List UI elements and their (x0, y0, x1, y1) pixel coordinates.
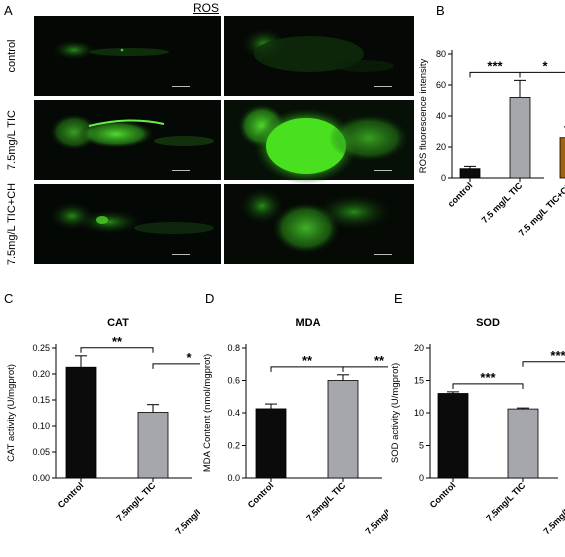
sig-label-c-1: * (186, 350, 192, 365)
y-tick-label-d-3: 0.6 (227, 376, 240, 386)
y-axis-label-d: MDA Content (nmol/mgprot) (202, 354, 213, 472)
sig-label-b-1: * (542, 58, 548, 73)
category-label-e-0: Control (428, 480, 458, 510)
y-tick-label-d-0: 0.0 (227, 473, 240, 483)
bar-e-1 (507, 408, 539, 479)
bar-e-0 (437, 393, 469, 479)
bar-b-0 (459, 168, 481, 179)
y-tick-label-c-0: 0.00 (32, 473, 50, 483)
y-tick-label-b-4: 80 (436, 49, 446, 59)
y-tick-label-b-1: 20 (436, 142, 446, 152)
chart-cat-activity: CAT CAT activity (U/mgprot) 0.00 0.05 0.10 0.… (6, 317, 200, 536)
y-tick-label-c-1: 0.05 (32, 447, 50, 457)
y-tick-label-e-2: 10 (414, 408, 424, 418)
bar-b-2 (559, 137, 565, 179)
chart-title-d: MDA (295, 317, 320, 329)
y-tick-label-e-1: 5 (419, 441, 424, 451)
chart-sod-activity: SOD SOD activity (U/mgprot) 0 5 10 15 20 Contro… (390, 317, 565, 536)
sig-bracket-e-1 (522, 361, 565, 367)
sig-bracket-c-1 (152, 363, 200, 369)
y-axis-label-b: ROS fluorescence intensity (418, 58, 429, 173)
micrograph-control-left (34, 16, 221, 96)
sig-label-e-0: *** (480, 370, 496, 385)
panel-letter-d: D (205, 291, 215, 306)
sig-label-e-1: *** (550, 348, 565, 363)
category-label-b-0: control (446, 180, 475, 209)
sig-bracket-d-1 (342, 366, 388, 372)
y-tick-label-e-4: 20 (414, 343, 424, 353)
y-tick-label-d-4: 0.8 (227, 343, 240, 353)
ros-image-title: ROS (193, 1, 220, 15)
category-label-c-1: 7.5mg/L TIC (114, 480, 157, 523)
chart-title-e: SOD (476, 317, 500, 329)
chart-title-c: CAT (107, 317, 129, 329)
panel-letter-c: C (4, 291, 14, 306)
category-label-d-0: Control (246, 480, 276, 510)
panel-letter-b: B (436, 3, 445, 18)
category-label-b-2: 7.5 mg/L TIC+CH (517, 180, 565, 238)
bar-c-0 (65, 366, 97, 479)
y-tick-label-c-3: 0.15 (32, 395, 50, 405)
y-tick-label-b-0: 0 (441, 173, 446, 183)
chart-mda-content: MDA MDA Content (nmol/mgprot) 0.0 0.2 0.4 0.6… (202, 317, 388, 536)
micrograph-tic-right (224, 100, 414, 184)
micrograph-tic-ch-right (224, 184, 414, 264)
bar-c-1 (137, 412, 169, 479)
y-tick-label-e-3: 15 (414, 376, 424, 386)
chart-ros-intensity: ROS fluorescence intensity 0 20 40 60 80 contr… (418, 49, 565, 238)
sig-label-d-0: ** (302, 353, 313, 368)
category-label-b-1: 7.5 mg/L TIC (480, 180, 525, 225)
row-label-tic: 7.5mg/L TIC (6, 110, 18, 170)
row-label-tic-ch: 7.5mg/L TIC+CH (6, 182, 18, 266)
row-label-control: control (6, 39, 18, 73)
sig-bracket-c-0 (80, 347, 154, 353)
y-axis-label-e: SOD activity (U/mgprot) (390, 363, 401, 463)
bar-b-1 (509, 97, 531, 179)
bar-d-0 (255, 408, 287, 479)
micrograph-tic-left (34, 100, 221, 180)
category-label-e-2: 7.5mg/L TIC+CH (541, 480, 565, 536)
ros-micrograph-grid (34, 16, 414, 264)
bar-d-1 (327, 380, 359, 479)
panel-letter-a: A (4, 3, 13, 18)
category-label-d-2: 7.5mg/L TIC+CH (363, 480, 388, 536)
sig-bracket-e-0 (452, 383, 524, 389)
micrograph-tic-ch-left (34, 184, 221, 264)
y-tick-label-c-2: 0.10 (32, 421, 50, 431)
category-label-e-1: 7.5mg/L TIC (484, 480, 527, 523)
panel-letter-e: E (394, 291, 403, 306)
sig-bracket-b-1 (519, 71, 565, 78)
y-tick-label-e-0: 0 (419, 473, 424, 483)
category-label-d-1: 7.5mg/L TIC (304, 480, 347, 523)
y-tick-label-d-1: 0.2 (227, 441, 240, 451)
y-tick-label-c-5: 0.25 (32, 343, 50, 353)
category-label-c-2: 7.5mg/L TIC+CH (173, 480, 200, 536)
sig-label-d-1: ** (374, 353, 385, 368)
y-tick-label-b-2: 40 (436, 111, 446, 121)
y-axis-label-c: CAT activity (U/mgprot) (6, 364, 17, 462)
y-tick-label-b-3: 60 (436, 80, 446, 90)
category-label-c-0: Control (56, 480, 86, 510)
sig-label-c-0: ** (112, 334, 123, 349)
y-tick-label-d-2: 0.4 (227, 408, 240, 418)
micrograph-control-right (224, 16, 414, 96)
sig-label-b-0: *** (487, 58, 503, 73)
y-tick-label-c-4: 0.20 (32, 369, 50, 379)
